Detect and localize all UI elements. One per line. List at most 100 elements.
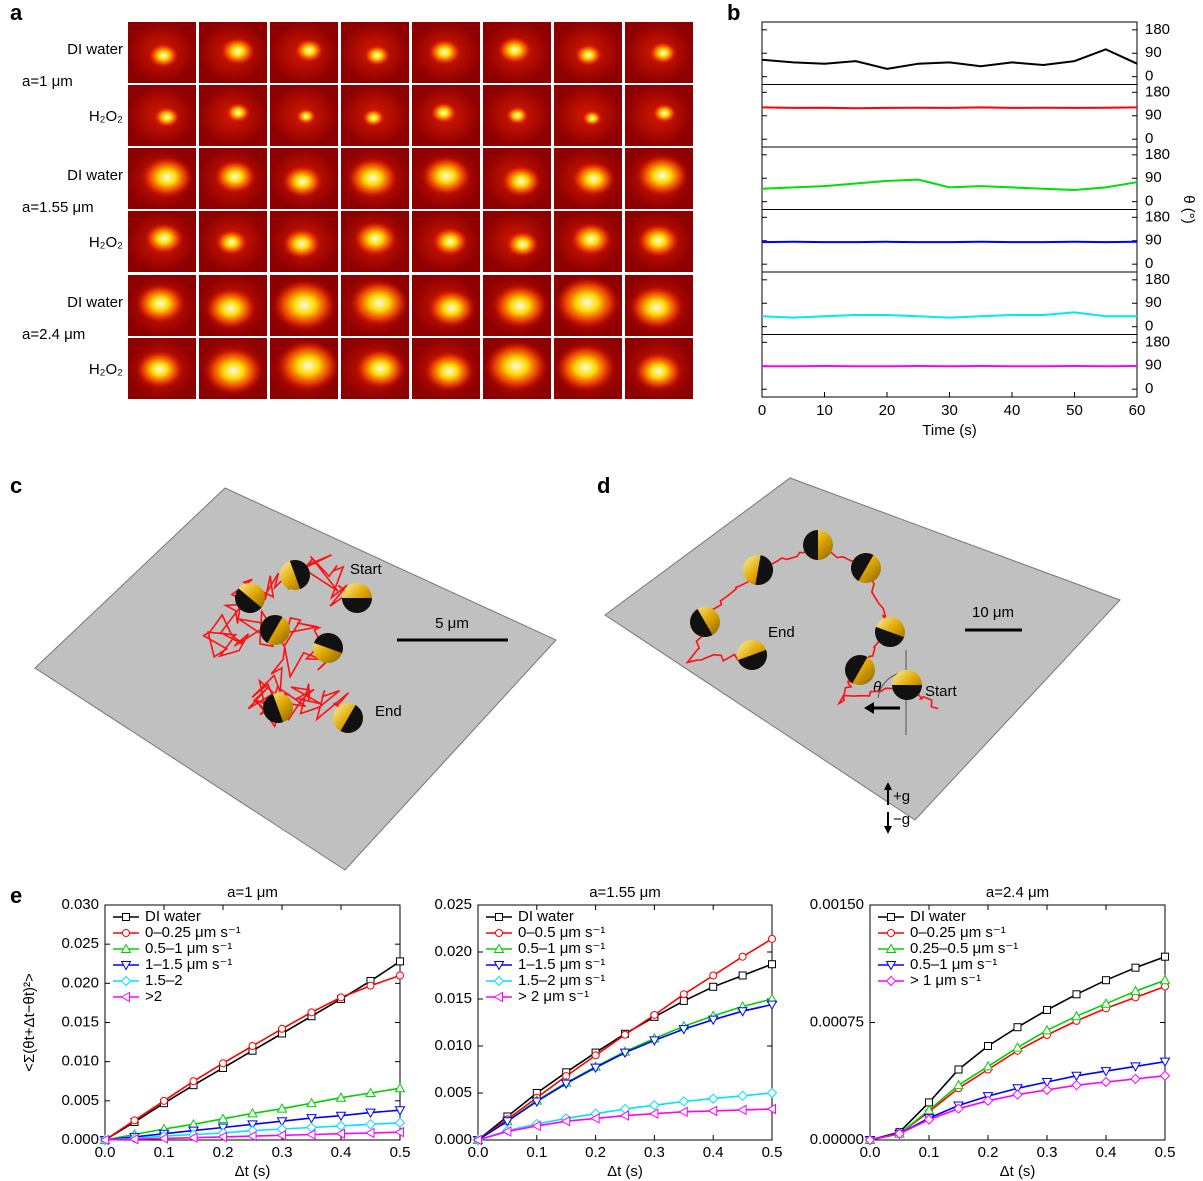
angle-label: θ: [873, 679, 881, 696]
marker: [710, 972, 717, 979]
gravity-label: −g: [893, 811, 910, 828]
legend-label: 1–1.5 μm s⁻¹: [145, 956, 232, 973]
particle: [136, 284, 185, 323]
marker: [249, 1043, 256, 1050]
y-tick-label: 180: [1145, 333, 1170, 350]
x-tick-label: 0.0: [95, 1144, 116, 1161]
marker: [1102, 1078, 1111, 1087]
y-tick-label: 0.025: [434, 896, 472, 913]
axis-frame: [762, 85, 1137, 148]
marker: [680, 997, 687, 1004]
gravity-label: +g: [893, 788, 910, 805]
legend-label: >2: [145, 988, 162, 1005]
marker: [650, 1109, 658, 1118]
particle: [348, 158, 398, 198]
marker: [622, 1031, 629, 1038]
x-tick-label: 0.5: [390, 1144, 411, 1161]
trace: [762, 312, 1137, 317]
particle: [571, 223, 612, 256]
x-tick-label: 0.5: [1155, 1144, 1176, 1161]
marker: [738, 1105, 746, 1114]
y-tick-label: 180: [1145, 21, 1170, 38]
y-tick-label: 180: [1145, 271, 1170, 288]
marker: [122, 977, 131, 986]
marker: [1072, 1081, 1081, 1090]
y-tick-label: 90: [1145, 169, 1162, 186]
series-line: [870, 980, 1165, 1140]
legend-label: 0.5–1 μm s⁻¹: [518, 940, 605, 957]
surface: [605, 478, 1120, 820]
panel-cd: Start End 5 μm Start End 10 μm θ +g −g: [35, 478, 1120, 870]
marker: [397, 972, 404, 979]
x-tick-label: 10: [816, 402, 833, 419]
y-tick-label: 0.00150: [810, 896, 864, 913]
y-tick-label: 180: [1145, 83, 1170, 100]
series-line: [870, 1062, 1165, 1140]
y-tick-label: 0.005: [61, 1092, 99, 1109]
marker: [495, 977, 504, 986]
legend-label: 0–0.25 μm s⁻¹: [910, 924, 1006, 941]
end-label: End: [768, 624, 795, 641]
marker: [739, 972, 746, 979]
particle: [363, 109, 385, 127]
marker: [122, 993, 130, 1002]
y-axis-label: θ (°): [1180, 195, 1197, 224]
particle: [650, 42, 677, 64]
legend-label: > 2 μm s⁻¹: [518, 988, 589, 1005]
marker: [650, 1101, 659, 1110]
y-tick-label: 0: [1145, 130, 1153, 147]
x-axis-label: Time (s): [922, 422, 976, 439]
y-tick-label: 90: [1145, 107, 1162, 124]
row-label: H₂O₂: [89, 361, 123, 378]
y-tick-label: 0.000: [434, 1131, 472, 1148]
legend-label: DI water: [910, 908, 966, 925]
marker: [710, 983, 717, 990]
particle: [431, 102, 457, 123]
x-tick-label: 0.1: [154, 1144, 175, 1161]
particle: [364, 45, 390, 66]
legend-label: 1.5–2: [145, 972, 183, 989]
y-tick-label: 0.010: [61, 1053, 99, 1070]
marker: [1162, 953, 1169, 960]
start-label: Start: [350, 561, 383, 578]
panel-label: a: [10, 0, 23, 25]
particle: [145, 223, 183, 254]
y-tick-label: 0.030: [61, 896, 99, 913]
particle: [493, 284, 547, 328]
legend-label: DI water: [518, 908, 574, 925]
trace: [762, 180, 1137, 190]
y-tick-label: 90: [1145, 294, 1162, 311]
y-tick-label: 0.015: [434, 990, 472, 1007]
marker: [985, 1043, 992, 1050]
particle: [216, 230, 248, 256]
size-label: a=1 μm: [22, 73, 73, 90]
particle: [205, 288, 255, 328]
marker: [308, 1009, 315, 1016]
y-tick-label: 0.005: [434, 1084, 472, 1101]
legend-label: DI water: [145, 908, 201, 925]
marker: [1044, 1006, 1051, 1013]
chart-title: a=1 μm: [227, 884, 278, 901]
y-tick-label: 0: [1145, 380, 1153, 397]
marker: [680, 991, 687, 998]
trace: [762, 107, 1137, 108]
marker: [679, 1107, 687, 1116]
particle: [556, 344, 615, 391]
x-tick-label: 0: [758, 402, 766, 419]
axis-frame: [762, 210, 1137, 273]
legend-label: 0.5–1 μm s⁻¹: [910, 956, 997, 973]
x-axis-label: Δt (s): [1000, 1163, 1036, 1180]
scale-label: 10 μm: [972, 604, 1014, 621]
x-tick-label: 0.2: [213, 1144, 234, 1161]
particle: [226, 103, 250, 122]
arrowhead: [884, 826, 892, 834]
particle: [214, 160, 255, 193]
y-tick-label: 0.00075: [810, 1013, 864, 1030]
x-tick-label: 0.3: [644, 1144, 665, 1161]
marker: [190, 1078, 197, 1085]
panel-label: c: [10, 473, 22, 498]
marker: [679, 1097, 688, 1106]
particle: [428, 289, 475, 327]
marker: [769, 961, 776, 968]
marker: [396, 1084, 405, 1092]
